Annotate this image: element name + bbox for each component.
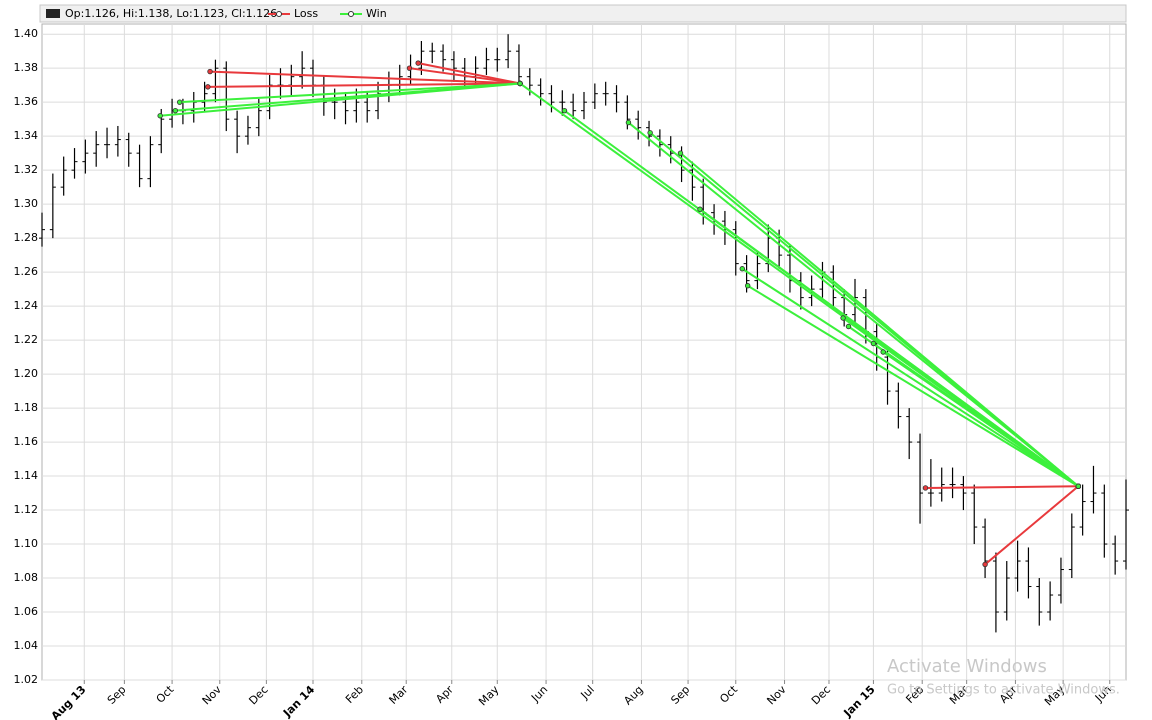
y-tick-label: 1.30 [14, 197, 39, 210]
legend-bar [39, 4, 1127, 23]
y-tick-label: 1.24 [14, 299, 39, 312]
trade-point [1075, 483, 1082, 489]
y-tick-label: 1.36 [14, 95, 39, 108]
legend-label: Loss [294, 7, 318, 20]
trade-point [677, 150, 684, 156]
watermark-title: Activate Windows [887, 656, 1047, 677]
y-tick-label: 1.32 [14, 163, 39, 176]
trade-point [172, 107, 179, 114]
trade-point [845, 323, 852, 330]
legend-marker [348, 11, 354, 17]
trade-line [747, 284, 1079, 488]
y-tick-label: 1.16 [14, 435, 39, 448]
y-tick-label: 1.34 [14, 129, 39, 142]
trade-point [880, 349, 886, 355]
trade-point [840, 315, 846, 321]
y-tick-label: 1.14 [14, 469, 39, 482]
trade-line [207, 82, 521, 88]
ohlc-legend-swatch [46, 9, 60, 18]
legend: Loss Win [268, 7, 387, 20]
ohlc-label: Op:1.126, Hi:1.138, Lo:1.123, Cl:1.126 [65, 7, 277, 20]
y-tick-label: 1.06 [14, 605, 39, 618]
trade-line [409, 67, 521, 85]
trade-line [679, 152, 1079, 488]
y-tick-label: 1.40 [14, 27, 39, 40]
trade-line [179, 82, 521, 104]
watermark-subtitle: Go to Settings to activate Windows. [887, 683, 1120, 698]
trade-point [744, 283, 751, 289]
trade-point [697, 206, 703, 212]
trade-point [739, 266, 745, 272]
grid [42, 24, 1126, 681]
y-tick-label: 1.28 [14, 231, 39, 244]
trade-point [205, 84, 211, 90]
trade-point [207, 68, 213, 75]
trade-point [625, 119, 632, 126]
y-tick-label: 1.02 [14, 673, 39, 686]
trade-point [406, 65, 413, 71]
legend-label: Win [366, 7, 387, 20]
y-tick-label: 1.20 [14, 367, 39, 380]
trade-line [741, 267, 1079, 488]
y-tick-label: 1.12 [14, 503, 39, 516]
trade-line [984, 485, 1079, 566]
trade-line [882, 351, 1079, 488]
trade-point [157, 113, 163, 119]
y-tick-label: 1.08 [14, 571, 39, 584]
y-tick-label: 1.18 [14, 401, 39, 414]
trade-line [209, 70, 521, 85]
y-tick-label: 1.04 [14, 639, 39, 652]
trade-point [517, 80, 523, 87]
trade-point [176, 99, 183, 105]
trades [157, 60, 1082, 568]
trade-point [870, 340, 877, 347]
y-tick-label: 1.10 [14, 537, 39, 550]
trade-line [175, 82, 521, 112]
trade-point [922, 485, 929, 491]
trade-line [417, 62, 521, 85]
trade-point [415, 60, 421, 66]
y-tick-label: 1.38 [14, 61, 39, 74]
y-tick-label: 1.22 [14, 333, 39, 346]
y-tick-label: 1.26 [14, 265, 39, 278]
trade-point [561, 107, 568, 114]
trade-line [925, 485, 1079, 489]
trade-point [982, 561, 988, 568]
trade-point [647, 130, 653, 136]
legend-marker [276, 11, 282, 17]
